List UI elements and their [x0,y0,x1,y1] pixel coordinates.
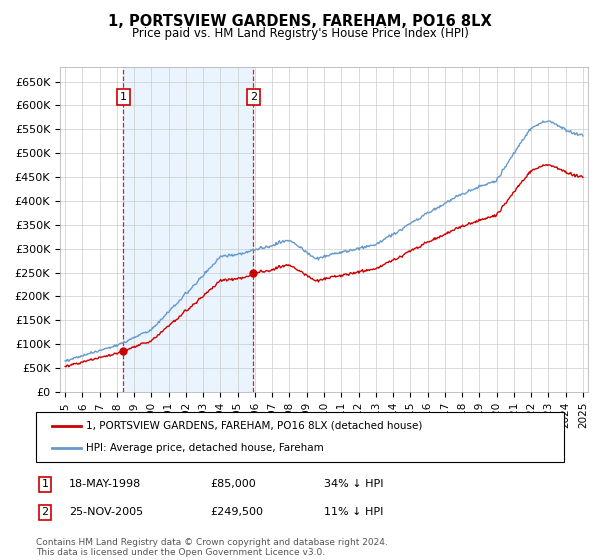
Text: 1, PORTSVIEW GARDENS, FAREHAM, PO16 8LX: 1, PORTSVIEW GARDENS, FAREHAM, PO16 8LX [108,14,492,29]
Text: £249,500: £249,500 [210,507,263,517]
Text: £85,000: £85,000 [210,479,256,489]
Text: 1: 1 [120,92,127,102]
FancyBboxPatch shape [36,412,564,462]
Text: Contains HM Land Registry data © Crown copyright and database right 2024.
This d: Contains HM Land Registry data © Crown c… [36,538,388,557]
Text: 2: 2 [250,92,257,102]
Text: 1: 1 [41,479,49,489]
Text: 18-MAY-1998: 18-MAY-1998 [69,479,141,489]
Text: 25-NOV-2005: 25-NOV-2005 [69,507,143,517]
Text: HPI: Average price, detached house, Fareham: HPI: Average price, detached house, Fare… [86,443,324,453]
Text: 1, PORTSVIEW GARDENS, FAREHAM, PO16 8LX (detached house): 1, PORTSVIEW GARDENS, FAREHAM, PO16 8LX … [86,421,422,431]
Bar [124,67,253,392]
Text: 11% ↓ HPI: 11% ↓ HPI [324,507,383,517]
Text: Price paid vs. HM Land Registry's House Price Index (HPI): Price paid vs. HM Land Registry's House … [131,27,469,40]
Text: 34% ↓ HPI: 34% ↓ HPI [324,479,383,489]
Text: 2: 2 [41,507,49,517]
